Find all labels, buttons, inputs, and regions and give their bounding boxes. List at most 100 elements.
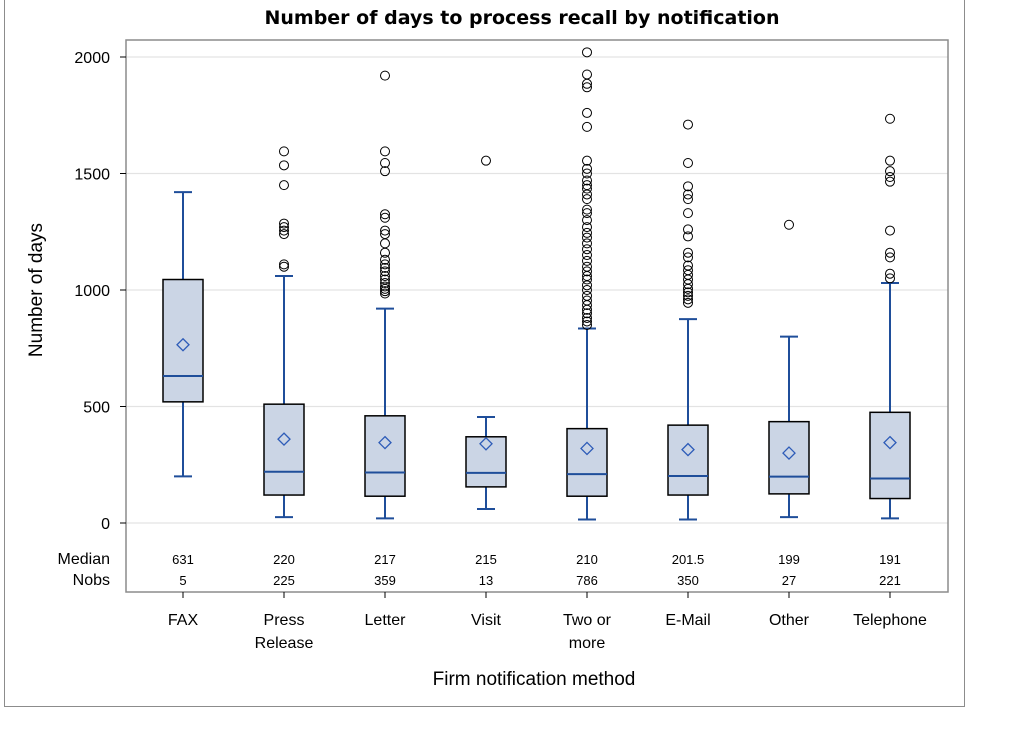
outlier-point [683, 194, 693, 205]
outlier-point [380, 254, 390, 265]
median-value: 215 [475, 552, 497, 567]
median-value: 199 [778, 552, 800, 567]
outlier-point [582, 107, 592, 118]
outlier-point [885, 273, 895, 284]
outlier-point [885, 247, 895, 258]
box [364, 415, 406, 497]
stats-table: 631 5 220 225 217 359 215 13 210 786 201.5 350 199 27… [172, 552, 901, 588]
outlier-point [380, 225, 390, 236]
mean-marker [681, 442, 695, 457]
outlier-point [380, 146, 390, 157]
x-tick-label: E-Mail [665, 612, 710, 629]
median-value: 210 [576, 552, 598, 567]
outlier-point [380, 238, 390, 249]
median-value: 191 [879, 552, 901, 567]
box-group [667, 119, 709, 521]
box-group [566, 47, 608, 521]
nobs-value: 786 [576, 573, 598, 588]
outlier-point [582, 319, 592, 330]
outlier-point [380, 166, 390, 177]
nobs-value: 13 [479, 573, 493, 588]
mean-marker [580, 441, 594, 456]
outlier-point [279, 225, 289, 236]
box-group [869, 113, 911, 520]
outlier-point [582, 215, 592, 226]
outlier-point [279, 229, 289, 240]
outlier-point [582, 222, 592, 233]
box-group [364, 70, 406, 520]
plot-area-border [125, 39, 949, 593]
outlier-point [582, 244, 592, 255]
outlier-point [279, 222, 289, 233]
outlier-point [582, 238, 592, 249]
median-value: 631 [172, 552, 194, 567]
outlier-point [380, 281, 390, 292]
outlier-point [582, 227, 592, 238]
outlier-point [279, 146, 289, 157]
outlier-point [683, 297, 693, 308]
box [566, 427, 608, 497]
x-tick-label: Two or [563, 612, 612, 629]
outlier-point [683, 287, 693, 298]
outlier-point [582, 266, 592, 277]
outlier-point [582, 121, 592, 132]
outlier-point [582, 250, 592, 261]
x-tick-label: Other [769, 612, 810, 629]
outlier-point [380, 262, 390, 273]
outlier-point [683, 158, 693, 169]
outlier-point [380, 247, 390, 258]
outlier-point [380, 70, 390, 81]
outlier-point [380, 278, 390, 289]
gridlines [126, 56, 948, 524]
box-group [465, 155, 507, 511]
outlier-point [582, 208, 592, 219]
outlier-point [279, 261, 289, 272]
outlier-point [885, 268, 895, 279]
outlier-point [582, 194, 592, 205]
nobs-value: 225 [273, 573, 295, 588]
outlier-point [582, 308, 592, 319]
outlier-point [683, 224, 693, 235]
outlier-point [885, 171, 895, 182]
y-axis-label: Number of days [26, 223, 47, 357]
mean-marker [883, 435, 897, 450]
outlier-point [885, 166, 895, 177]
outlier-point [279, 218, 289, 229]
outlier-point [380, 212, 390, 223]
outlier-point [582, 183, 592, 194]
nobs-value: 5 [179, 573, 186, 588]
outlier-point [683, 290, 693, 301]
outlier-point [582, 204, 592, 215]
x-tick-label: Release [255, 635, 314, 652]
mean-marker [782, 446, 796, 461]
median-value: 220 [273, 552, 295, 567]
stat-label-median: Median [58, 551, 110, 568]
mean-marker [479, 436, 493, 451]
outlier-point [582, 232, 592, 243]
box-group [768, 219, 810, 519]
outlier-point [683, 189, 693, 200]
box [263, 403, 305, 496]
outlier-point [481, 155, 491, 166]
outlier-point [683, 294, 693, 305]
box [869, 411, 911, 500]
outlier-point [582, 82, 592, 93]
y-tick-label: 1000 [74, 283, 110, 300]
outlier-point [380, 158, 390, 169]
outlier-point [683, 119, 693, 130]
x-tick-label: Telephone [853, 612, 927, 629]
box [768, 420, 810, 495]
mean-marker [176, 337, 190, 352]
mean-marker [378, 435, 392, 450]
x-tick-label: Press [264, 612, 305, 629]
outlier-point [582, 175, 592, 186]
outlier-point [279, 180, 289, 191]
outlier-point [380, 209, 390, 220]
y-axis-ticks: 0 500 1000 1500 2000 [74, 50, 126, 533]
chart-frame [4, 0, 965, 707]
nobs-value: 350 [677, 573, 699, 588]
outlier-point [380, 259, 390, 270]
outlier-point [683, 247, 693, 258]
box [465, 436, 507, 488]
